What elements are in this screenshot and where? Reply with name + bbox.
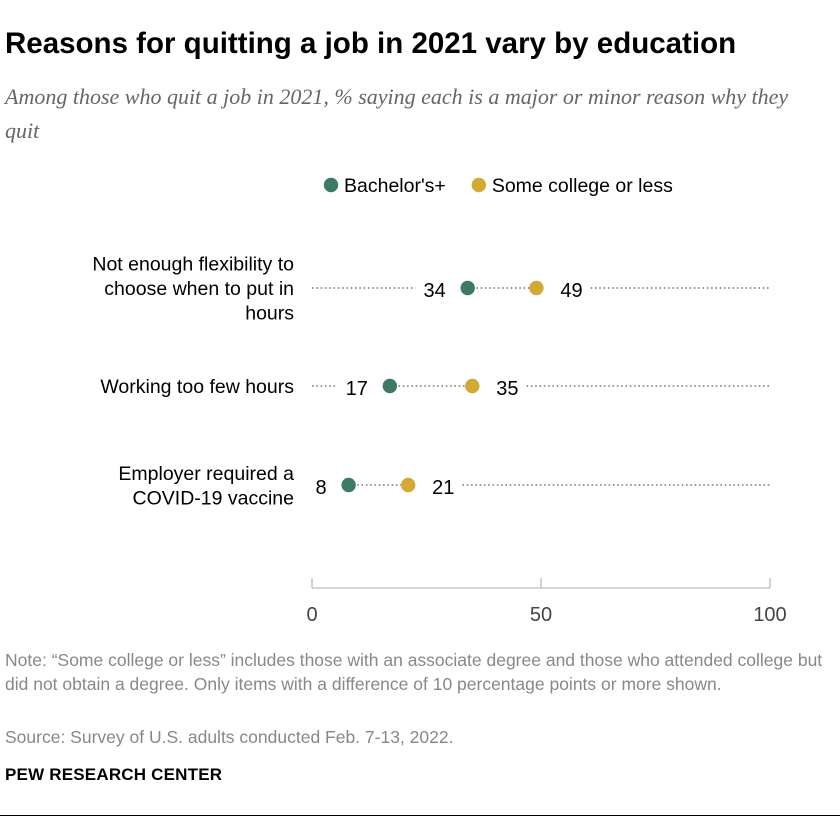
data-label-some-college: 49 <box>560 280 582 302</box>
data-label-bachelors: 17 <box>346 378 368 400</box>
category-label: Working too few hours <box>100 376 294 398</box>
dot-some-college <box>465 378 480 394</box>
dot-bachelors <box>341 477 356 493</box>
legend-marker <box>323 177 339 193</box>
data-label-bachelors: 34 <box>423 280 445 302</box>
bottom-divider <box>0 815 840 816</box>
category-label: Employer required a <box>118 463 294 485</box>
dot-some-college <box>400 477 416 493</box>
chart-subtitle: Among those who quit a job in 2021, % sa… <box>5 84 789 143</box>
legend-marker <box>471 177 487 193</box>
dot-bachelors <box>382 378 398 394</box>
dot-some-college <box>529 280 544 296</box>
category-label: COVID-19 vaccine <box>133 487 294 509</box>
data-label-some-college: 35 <box>496 378 518 400</box>
x-axis-tick-label: 50 <box>530 604 552 626</box>
category-label: choose when to put in <box>104 278 294 300</box>
category-label: Not enough flexibility to <box>92 254 294 276</box>
source-text: Source: Survey of U.S. adults conducted … <box>5 727 454 747</box>
brand-logo-text: PEW RESEARCH CENTER <box>5 765 223 784</box>
x-axis-tick-label: 0 <box>306 604 317 626</box>
category-label: hours <box>245 303 294 325</box>
dot-bachelors <box>460 280 475 296</box>
data-label-bachelors: 8 <box>316 477 327 499</box>
chart-title: Reasons for quitting a job in 2021 vary … <box>5 27 737 60</box>
data-label-some-college: 21 <box>432 477 454 499</box>
note-text: Note: “Some college or less” includes th… <box>5 650 823 694</box>
dot-plot-chart: Bachelor's+ Some college or less Not enoug… <box>92 175 786 626</box>
legend-label: Bachelor's+ <box>344 175 446 197</box>
x-axis-tick-label: 100 <box>753 604 786 626</box>
legend-label: Some college or less <box>492 175 673 197</box>
